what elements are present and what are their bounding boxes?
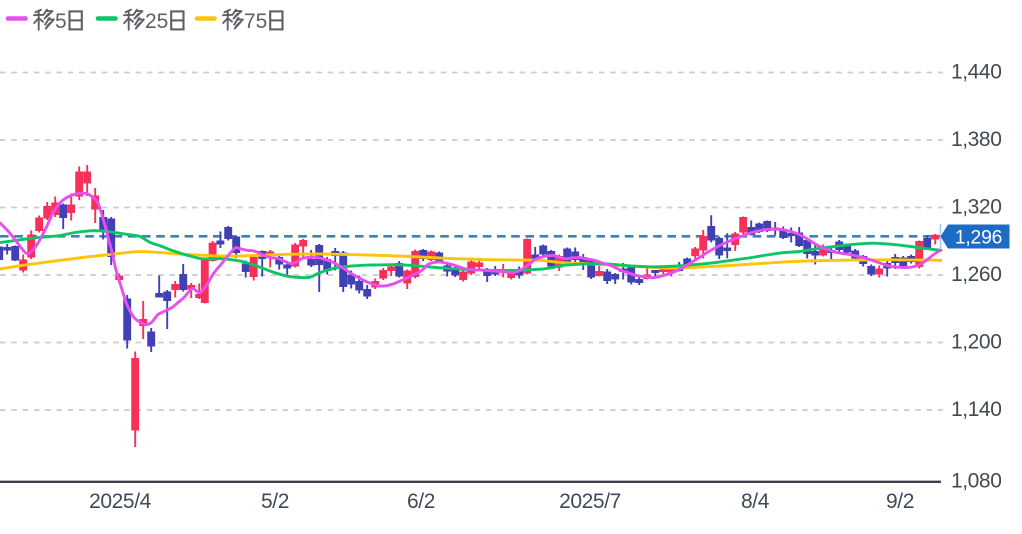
svg-text:5: 5 [55, 10, 67, 33]
svg-text:1,200: 1,200 [951, 330, 1002, 353]
svg-text:1,440: 1,440 [951, 60, 1002, 83]
svg-text:1,260: 1,260 [951, 263, 1002, 286]
svg-text:1,380: 1,380 [951, 128, 1002, 151]
svg-text:1,140: 1,140 [951, 398, 1002, 421]
svg-text:1,320: 1,320 [951, 195, 1002, 218]
svg-text:6/2: 6/2 [407, 490, 435, 513]
svg-text:2025/4: 2025/4 [89, 490, 152, 513]
svg-text:1,080: 1,080 [951, 470, 1002, 493]
svg-text:8/4: 8/4 [741, 490, 770, 513]
svg-text:9/2: 9/2 [886, 490, 914, 513]
svg-text:1,296: 1,296 [955, 228, 1002, 249]
svg-text:5/2: 5/2 [261, 490, 289, 513]
svg-text:2025/7: 2025/7 [559, 490, 621, 513]
svg-text:25: 25 [145, 10, 168, 33]
svg-text:75: 75 [244, 10, 267, 33]
